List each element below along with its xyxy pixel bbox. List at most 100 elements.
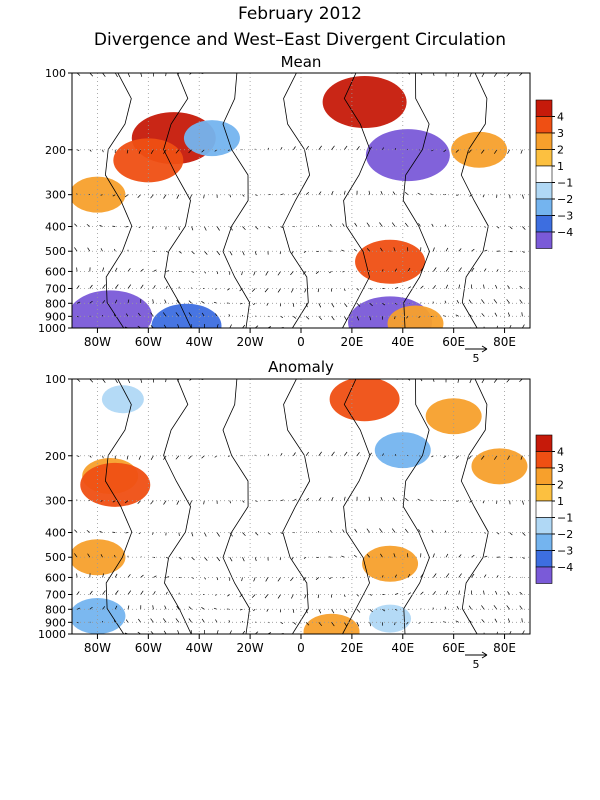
wind-vector bbox=[494, 312, 498, 317]
wind-vector bbox=[331, 622, 335, 627]
wind-vector bbox=[331, 379, 332, 380]
wind-vector bbox=[124, 194, 129, 198]
wind-vector bbox=[395, 287, 399, 289]
y-tick-label: 1000 bbox=[38, 322, 66, 335]
wind-vector bbox=[496, 269, 499, 272]
wind-vector bbox=[114, 284, 119, 289]
wind-vector bbox=[162, 618, 167, 623]
colorbar-segment bbox=[535, 451, 553, 469]
x-tick-label: 40E bbox=[391, 335, 414, 349]
wind-vector bbox=[264, 288, 269, 293]
wind-vector bbox=[407, 633, 408, 634]
wind-vector bbox=[341, 249, 345, 252]
wind-vector bbox=[175, 312, 180, 317]
wind-vector bbox=[481, 313, 485, 317]
wind-vector bbox=[140, 379, 143, 383]
wind-vector bbox=[239, 608, 243, 611]
wind-vector bbox=[509, 556, 513, 559]
wind-vector bbox=[380, 190, 383, 195]
wind-vector bbox=[506, 299, 510, 304]
wind-vector bbox=[290, 288, 294, 293]
wind-vector bbox=[162, 312, 167, 317]
streamfunction-contour bbox=[163, 379, 192, 634]
wind-vector bbox=[455, 314, 459, 317]
wind-vector bbox=[163, 194, 167, 199]
wind-vector bbox=[114, 605, 118, 610]
wind-vector bbox=[331, 496, 334, 501]
colorbar-segment bbox=[535, 149, 553, 167]
x-tick-label: 60W bbox=[135, 641, 162, 655]
x-tick-label: 40W bbox=[186, 335, 213, 349]
wind-vector bbox=[166, 270, 170, 272]
y-tick-label: 600 bbox=[45, 265, 66, 278]
wind-vector bbox=[242, 500, 245, 503]
wind-vector bbox=[521, 312, 523, 317]
colorbar-label: −2 bbox=[557, 193, 573, 206]
wind-vector bbox=[342, 271, 345, 273]
wind-vector bbox=[394, 268, 397, 272]
wind-vector bbox=[509, 532, 513, 536]
wind-vector bbox=[140, 574, 144, 578]
colorbar-segment bbox=[535, 500, 553, 518]
wind-vector bbox=[382, 147, 384, 150]
wind-vector bbox=[188, 618, 192, 623]
wind-vector bbox=[342, 529, 345, 533]
colorbar-label: −3 bbox=[557, 545, 573, 558]
wind-vector bbox=[89, 300, 93, 304]
wind-vector bbox=[394, 302, 398, 305]
wind-vector bbox=[382, 327, 383, 328]
wind-vector bbox=[277, 577, 281, 582]
wind-vector bbox=[100, 554, 103, 558]
wind-vector bbox=[279, 557, 281, 561]
wind-vector bbox=[369, 146, 372, 150]
wind-vector bbox=[229, 532, 233, 537]
wind-vector bbox=[140, 284, 144, 289]
wind-vector bbox=[216, 271, 219, 275]
wind-vector bbox=[177, 324, 180, 328]
y-tick-label: 700 bbox=[45, 283, 66, 296]
wind-vector bbox=[444, 606, 447, 610]
wind-vector bbox=[458, 284, 461, 289]
wind-vector bbox=[420, 573, 424, 578]
wind-vector bbox=[369, 609, 373, 613]
wind-vector bbox=[215, 313, 218, 317]
wind-vector bbox=[265, 577, 269, 582]
wind-vector bbox=[507, 618, 510, 623]
wind-vector bbox=[176, 605, 180, 610]
wind-vector bbox=[444, 224, 447, 227]
wind-vector bbox=[76, 591, 80, 595]
wind-vector bbox=[303, 250, 307, 253]
wind-vector bbox=[102, 149, 104, 153]
wind-vector bbox=[443, 455, 447, 459]
wind-vector bbox=[303, 556, 307, 559]
wind-vector bbox=[455, 620, 459, 623]
wind-vector bbox=[242, 557, 245, 562]
wind-vector bbox=[318, 191, 322, 195]
wind-vector bbox=[201, 455, 205, 459]
wind-vector bbox=[290, 577, 294, 582]
wind-vector bbox=[458, 590, 461, 595]
y-tick-label: 400 bbox=[45, 221, 66, 234]
wind-vector bbox=[127, 299, 130, 304]
wind-vector bbox=[468, 605, 472, 610]
divergence-region bbox=[365, 129, 450, 182]
colorbar-segment bbox=[535, 434, 553, 452]
wind-vector bbox=[471, 573, 475, 578]
shading-layer bbox=[72, 379, 528, 634]
wind-vector bbox=[89, 379, 94, 383]
wind-vector bbox=[445, 573, 450, 578]
wind-vector bbox=[178, 226, 180, 231]
y-tick-label: 700 bbox=[45, 589, 66, 602]
wind-vector bbox=[191, 226, 194, 231]
wind-vector bbox=[433, 285, 436, 289]
streamfunction-contour bbox=[460, 73, 489, 328]
wind-vector bbox=[496, 532, 500, 535]
streamfunction-contour bbox=[222, 73, 251, 328]
wind-vector bbox=[519, 591, 523, 595]
wind-vector bbox=[391, 528, 396, 533]
colorbar-label: 3 bbox=[557, 462, 564, 475]
y-tick-label: 800 bbox=[45, 603, 66, 616]
wind-vector bbox=[100, 194, 103, 196]
colorbar-label: 1 bbox=[557, 160, 564, 173]
wind-vector bbox=[483, 268, 487, 272]
